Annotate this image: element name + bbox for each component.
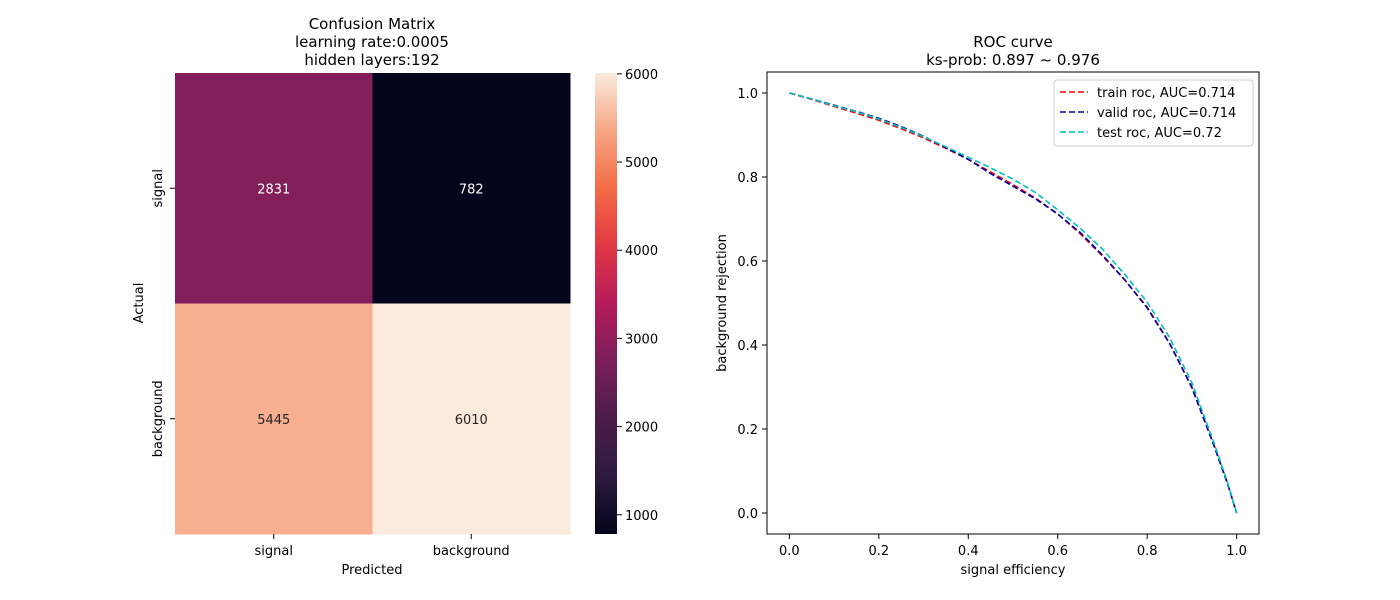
roc-ylabel: background rejection	[715, 234, 730, 372]
legend-frame	[1053, 79, 1254, 147]
roc-xtick-label: 0.2	[868, 544, 889, 559]
cm-cell	[175, 303, 373, 535]
cm-cell-value: 782	[459, 182, 484, 197]
cm-cell	[175, 73, 373, 304]
colorbar-tick-label: 6000	[625, 68, 658, 83]
confusion-matrix-panel: Confusion Matrix learning rate:0.0005 hi…	[132, 15, 571, 578]
roc-xtick-label: 0.8	[1137, 544, 1158, 559]
cm-cell	[372, 73, 571, 304]
roc-xlabel: signal efficiency	[961, 563, 1066, 578]
roc-series-line	[789, 92, 1238, 514]
roc-plot-frame	[766, 71, 1260, 535]
cm-axes: signal background signal background	[151, 169, 510, 559]
cm-cell-value: 5445	[257, 413, 290, 428]
legend-label: valid roc, AUC=0.714	[1097, 106, 1236, 121]
colorbar-gradient	[595, 73, 617, 534]
cm-ytick-label: background	[151, 380, 166, 457]
roc-lines	[789, 92, 1238, 514]
roc-ticks: 0.0 0.2 0.4 0.6 0.8 1.0 0.0 0.2 0.4 0.6 0.8 1.0	[737, 87, 1247, 559]
roc-ytick-label: 0.4	[737, 339, 758, 354]
colorbar: 1000 2000 3000 4000 5000 6000	[595, 68, 658, 534]
cm-title-line-1: Confusion Matrix	[309, 15, 436, 33]
legend-entries: train roc, AUC=0.714 valid roc, AUC=0.714…	[1060, 86, 1236, 141]
roc-title-line-2: ks-prob: 0.897 ~ 0.976	[926, 51, 1100, 69]
cm-cells: 2831 782 5445 6010	[175, 73, 571, 535]
roc-ytick-label: 0.6	[737, 255, 758, 270]
colorbar-tick-label: 5000	[625, 156, 658, 171]
cm-title-line-3: hidden layers:192	[304, 51, 439, 69]
roc-xtick-label: 0.0	[779, 544, 800, 559]
roc-title-line-1: ROC curve	[973, 33, 1053, 51]
roc-xtick-label: 1.0	[1226, 544, 1247, 559]
colorbar-tick-label: 2000	[625, 421, 658, 436]
cm-cell	[372, 303, 571, 535]
colorbar-tick-label: 1000	[625, 509, 658, 524]
cm-xtick-label: signal	[255, 544, 293, 559]
roc-ytick-label: 0.8	[737, 171, 758, 186]
colorbar-ticks: 1000 2000 3000 4000 5000 6000	[617, 68, 658, 524]
roc-ytick-label: 1.0	[737, 87, 758, 102]
roc-ytick-label: 0.2	[737, 423, 758, 438]
roc-xtick-label: 0.6	[1047, 544, 1068, 559]
roc-series-line	[789, 92, 1238, 514]
cm-title-line-2: learning rate:0.0005	[295, 33, 449, 51]
legend-label: train roc, AUC=0.714	[1097, 86, 1235, 101]
roc-panel: ROC curve ks-prob: 0.897 ~ 0.976 0.0 0.2 0…	[715, 33, 1260, 578]
cm-xtick-label: background	[433, 544, 510, 559]
roc-legend: train roc, AUC=0.714 valid roc, AUC=0.714…	[1053, 79, 1254, 147]
roc-xtick-label: 0.4	[958, 544, 979, 559]
cm-cell-value: 6010	[455, 413, 488, 428]
cm-ytick-label: signal	[151, 169, 166, 207]
roc-series-line	[789, 92, 1238, 514]
legend-label: test roc, AUC=0.72	[1097, 126, 1222, 141]
colorbar-tick-label: 3000	[625, 332, 658, 347]
cm-ylabel: Actual	[132, 283, 147, 324]
cm-cell-value: 2831	[257, 182, 290, 197]
cm-xlabel: Predicted	[341, 563, 402, 578]
colorbar-tick-label: 4000	[625, 244, 658, 259]
roc-ytick-label: 0.0	[737, 507, 758, 522]
